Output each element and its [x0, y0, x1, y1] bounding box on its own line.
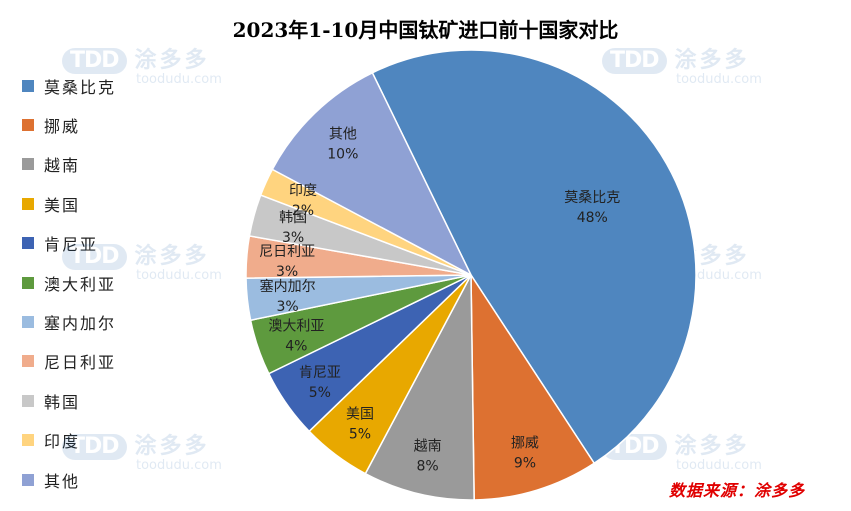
pie-slice	[364, 274, 475, 501]
legend-item: 尼日利亚	[22, 342, 192, 381]
watermark-url: toodudu.com	[676, 72, 762, 87]
legend-swatch	[22, 316, 34, 329]
legend-label: 美国	[44, 195, 81, 215]
legend-item: 挪威	[22, 105, 192, 144]
slice-name-label: 澳大利亚	[268, 318, 324, 334]
watermark-brand: 涂多多	[674, 434, 750, 459]
legend-item: 澳大利亚	[22, 263, 192, 302]
chart-title: 2023年1-10月中国钛矿进口前十国家对比	[232, 18, 619, 42]
watermark-url: toodudu.com	[136, 458, 222, 473]
legend-item: 美国	[22, 184, 192, 223]
watermark: TDD 涂多多 toodudu.com	[62, 42, 222, 87]
slice-percent-label: 3%	[276, 264, 298, 280]
legend-item: 印度	[22, 421, 192, 460]
watermark-logo: TDD	[62, 244, 127, 270]
legend-swatch	[22, 276, 34, 289]
slice-percent-label: 9%	[514, 455, 536, 471]
watermark-logo: TDD	[62, 48, 127, 74]
watermark-url: toodudu.com	[676, 268, 762, 283]
legend-swatch	[22, 79, 34, 92]
legend-swatch	[22, 237, 34, 250]
legend-label: 塞内加尔	[44, 314, 117, 334]
source-note: 数据来源：涂多多	[668, 481, 805, 500]
pie-slice	[271, 71, 473, 277]
slice-percent-label: 3%	[276, 299, 298, 315]
legend-item: 塞内加尔	[22, 302, 192, 341]
legend-swatch	[22, 197, 34, 210]
slice-name-label: 莫桑比克	[564, 190, 620, 206]
slice-name-label: 韩国	[279, 210, 307, 226]
slice-percent-label: 3%	[282, 230, 304, 246]
slice-name-label: 越南	[414, 438, 442, 454]
legend-label: 韩国	[44, 392, 81, 412]
slice-percent-label: 8%	[417, 458, 439, 474]
slice-name-label: 塞内加尔	[260, 278, 316, 295]
watermark-brand: 涂多多	[134, 434, 210, 459]
legend-item: 肯尼亚	[22, 224, 192, 263]
legend-item: 韩国	[22, 381, 192, 420]
pie-slice	[371, 49, 697, 465]
watermark: TDD 涂多多 toodudu.com	[602, 42, 762, 87]
slice-percent-label: 10%	[327, 146, 358, 162]
legend-label: 莫桑比克	[44, 77, 117, 97]
watermark: TDD 涂多多 toodudu.com	[62, 238, 222, 283]
legend-label: 其他	[44, 471, 81, 491]
watermark-logo: TDD	[62, 434, 127, 460]
legend-swatch	[22, 394, 34, 407]
legend-swatch	[22, 473, 34, 486]
legend-item: 越南	[22, 145, 192, 184]
legend-item: 其他	[22, 460, 192, 499]
watermark: TDD 涂多多 toodudu.com	[62, 428, 222, 473]
legend-label: 澳大利亚	[44, 274, 117, 294]
slice-name-label: 印度	[289, 183, 317, 199]
watermark-url: toodudu.com	[136, 72, 222, 87]
legend-label: 越南	[44, 156, 81, 176]
legend-swatch	[22, 434, 34, 447]
slice-name-label: 美国	[346, 406, 374, 422]
legend-label: 尼日利亚	[44, 353, 117, 373]
watermark-brand: 涂多多	[674, 48, 750, 73]
legend-item: 莫桑比克	[22, 66, 192, 105]
watermark-url: toodudu.com	[136, 268, 222, 283]
slice-percent-label: 5%	[309, 385, 331, 401]
legend-label: 肯尼亚	[44, 231, 98, 255]
watermark-url: toodudu.com	[676, 458, 762, 473]
watermark-brand: 涂多多	[134, 48, 210, 73]
pie-slice	[470, 272, 596, 501]
slice-name-label: 挪威	[511, 435, 539, 451]
slice-name-label: 尼日利亚	[259, 244, 315, 260]
slice-percent-label: 4%	[285, 338, 307, 354]
legend-swatch	[22, 119, 34, 132]
legend-swatch	[22, 355, 34, 368]
watermark-brand: 涂多多	[134, 244, 210, 269]
watermark-logo: TDD	[602, 48, 667, 74]
slice-percent-label: 5%	[349, 426, 371, 442]
legend-label: 印度	[44, 428, 80, 452]
legend-label: 挪威	[44, 117, 81, 137]
legend: 莫桑比克挪威越南美国肯尼亚澳大利亚塞内加尔尼日利亚韩国印度其他	[22, 66, 192, 499]
slice-name-label: 其他	[329, 126, 357, 142]
legend-swatch	[22, 158, 34, 171]
slice-name-label: 肯尼亚	[299, 365, 341, 381]
slice-percent-label: 2%	[292, 203, 314, 219]
slice-percent-label: 48%	[577, 210, 608, 226]
